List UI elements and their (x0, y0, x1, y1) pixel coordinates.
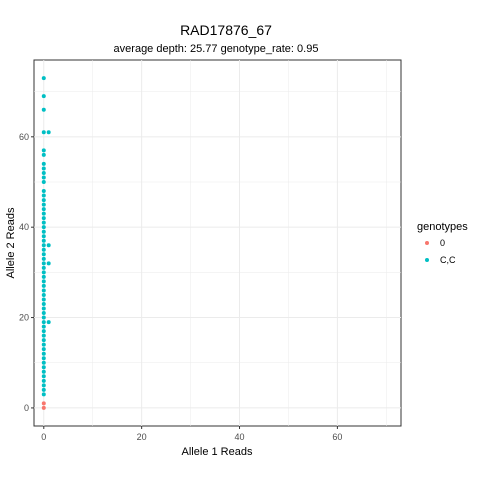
data-point (41, 306, 46, 311)
data-point (41, 220, 46, 225)
data-point (41, 216, 46, 221)
data-point (41, 94, 46, 99)
data-point (46, 261, 51, 266)
data-point (41, 401, 46, 406)
grid-lines (34, 60, 401, 426)
plot-panel (33, 59, 402, 427)
data-point (41, 320, 46, 325)
data-point (41, 324, 46, 329)
data-point (41, 302, 46, 306)
data-point (41, 274, 46, 279)
data-point (46, 320, 51, 325)
data-point (41, 211, 46, 216)
data-point (41, 170, 46, 175)
data-point (46, 243, 51, 248)
legend-label: 0 (440, 238, 445, 248)
x-axis-title: Allele 1 Reads (182, 446, 253, 458)
data-point (41, 351, 46, 356)
data-point (41, 193, 46, 198)
chart-subtitle: average depth: 25.77 genotype_rate: 0.95 (114, 43, 319, 55)
data-point (41, 180, 46, 184)
y-tick-label: 60 (19, 132, 29, 142)
data-point (41, 229, 46, 234)
x-tick-label: 20 (137, 432, 147, 442)
data-point (41, 292, 46, 297)
y-tick-label: 20 (19, 313, 29, 323)
data-point (41, 161, 46, 166)
data-point (41, 378, 46, 383)
data-point (41, 234, 46, 239)
x-tick-label: 60 (332, 432, 342, 442)
data-point (41, 76, 46, 81)
y-tick-label: 40 (19, 222, 29, 232)
data-point (41, 392, 46, 397)
data-point (41, 405, 46, 410)
y-axis-ticks: 0 20 40 60 (19, 132, 34, 413)
data-point (41, 383, 46, 388)
data-point (41, 243, 46, 248)
legend-title: genotypes (417, 221, 468, 233)
data-point (41, 130, 46, 135)
data-point (41, 166, 46, 171)
x-tick-label: 40 (235, 432, 245, 442)
x-tick-label: 0 (41, 432, 46, 442)
data-point (41, 387, 46, 392)
data-point (41, 333, 46, 338)
legend-key (425, 241, 429, 245)
data-point (41, 207, 46, 212)
data-point (41, 175, 46, 180)
chart-title: RAD17876_67 (180, 22, 272, 38)
data-point (41, 311, 46, 316)
data-point (41, 198, 46, 203)
data-point (41, 279, 46, 284)
y-axis-title: Allele 2 Reads (5, 207, 17, 278)
data-point (41, 283, 46, 288)
data-point (41, 189, 46, 194)
data-point (41, 338, 46, 343)
data-point (41, 329, 46, 334)
legend-key (425, 258, 429, 262)
data-point (41, 365, 46, 370)
x-axis-ticks: 0 20 40 60 (41, 426, 342, 442)
data-point (41, 315, 46, 320)
data-point (41, 247, 46, 252)
data-point (41, 374, 46, 379)
legend: genotypes 0 C,C (417, 221, 468, 265)
data-point (41, 265, 46, 270)
data-point (41, 261, 46, 266)
y-tick-label: 0 (24, 403, 29, 413)
data-point (41, 342, 46, 347)
data-point (41, 360, 46, 365)
data-point (41, 347, 46, 352)
data-point (41, 288, 46, 293)
data-point (41, 225, 46, 230)
data-point (41, 270, 46, 275)
data-point (41, 256, 46, 261)
data-point (41, 107, 46, 112)
data-point (41, 148, 46, 153)
data-points (41, 76, 51, 410)
data-point (41, 297, 46, 302)
data-point (41, 369, 46, 374)
data-point (41, 202, 46, 207)
data-point (41, 152, 46, 157)
data-point (46, 130, 51, 135)
data-point (41, 238, 46, 243)
data-point (41, 356, 46, 361)
legend-label: C,C (440, 255, 456, 265)
data-point (41, 252, 46, 257)
